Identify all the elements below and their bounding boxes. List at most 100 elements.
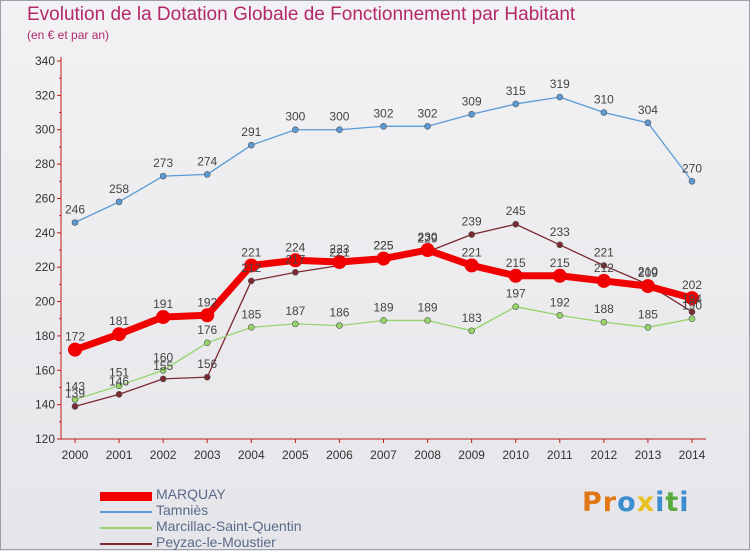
- data-point: [203, 171, 211, 178]
- data-label: 225: [373, 239, 393, 253]
- data-point: [644, 119, 652, 127]
- data-point: [71, 403, 79, 410]
- data-point: [688, 308, 696, 316]
- data-point: [292, 269, 299, 276]
- x-tick-label: 2012: [591, 448, 618, 462]
- data-label: 223: [329, 242, 349, 256]
- data-point: [247, 277, 255, 285]
- x-tick-label: 2002: [150, 448, 177, 462]
- data-label: 221: [594, 245, 614, 259]
- x-tick-label: 2011: [547, 448, 573, 462]
- data-point: [200, 308, 215, 323]
- data-point: [556, 311, 564, 319]
- data-point: [247, 141, 255, 149]
- data-label: 270: [682, 161, 702, 175]
- data-point: [644, 324, 652, 331]
- logo-letter: P: [582, 487, 603, 518]
- data-label: 185: [638, 307, 658, 321]
- data-label: 176: [197, 323, 217, 337]
- data-label: 273: [153, 156, 173, 170]
- x-tick-label: 2010: [502, 448, 529, 462]
- x-tick-label: 2013: [635, 448, 662, 462]
- data-label: 246: [65, 203, 85, 217]
- y-tick-label: 240: [35, 226, 55, 240]
- data-label: 143: [65, 379, 85, 393]
- data-point: [332, 255, 347, 270]
- data-label: 291: [241, 125, 261, 139]
- data-point: [596, 273, 611, 288]
- line-chart: 120 140 160 180 200 220 240 260 280 300 320 340 2000…: [35, 54, 706, 462]
- data-label: 188: [594, 302, 614, 316]
- data-label: 315: [506, 84, 526, 98]
- data-point: [68, 342, 82, 357]
- legend-label: MARQUAY: [156, 486, 226, 502]
- data-point: [292, 320, 299, 328]
- x-tick-label: 2007: [370, 448, 397, 462]
- data-label: 183: [462, 311, 482, 325]
- data-point: [424, 317, 431, 324]
- data-label: 156: [197, 357, 217, 371]
- data-point: [71, 219, 79, 226]
- data-label: 187: [285, 304, 305, 318]
- legend-swatch: [100, 491, 152, 501]
- data-label: 172: [65, 330, 85, 344]
- legend-swatch: [100, 511, 152, 513]
- data-point: [552, 268, 567, 283]
- data-label: 245: [506, 204, 526, 218]
- data-label: 189: [418, 300, 438, 314]
- data-point: [159, 375, 167, 383]
- data-label: 229: [418, 232, 438, 246]
- data-point: [112, 327, 127, 342]
- x-tick-label: 2008: [414, 448, 441, 462]
- data-label: 233: [550, 225, 570, 239]
- data-label: 155: [153, 359, 173, 373]
- legend-swatch: [100, 543, 152, 545]
- legend-label: Tamniès: [156, 502, 209, 518]
- data-point: [640, 279, 655, 294]
- data-point: [688, 315, 696, 323]
- data-label: 192: [197, 295, 217, 309]
- data-label: 302: [373, 106, 393, 120]
- logo-letter: x: [636, 487, 656, 518]
- y-tick-label: 320: [35, 88, 55, 102]
- data-label: 146: [109, 374, 129, 388]
- data-label: 202: [682, 278, 702, 292]
- proxiti-logo: Proxiti: [582, 487, 690, 518]
- data-label: 215: [506, 256, 526, 270]
- data-point: [688, 177, 696, 185]
- data-label: 225: [373, 239, 393, 253]
- data-point: [292, 126, 299, 134]
- data-label: 186: [329, 306, 349, 320]
- data-label: 230: [418, 230, 438, 244]
- data-label: 197: [506, 287, 526, 301]
- data-label: 139: [65, 386, 85, 400]
- data-point: [376, 251, 391, 266]
- data-label: 151: [109, 366, 129, 380]
- data-point: [380, 122, 387, 130]
- x-tick-label: 2000: [62, 448, 89, 462]
- y-tick-label: 300: [35, 123, 55, 137]
- data-point: [600, 318, 608, 326]
- legend-label: Peyzac-le-Moustier: [156, 534, 276, 550]
- legend-label: Marcillac-Saint-Quentin: [156, 518, 302, 534]
- data-label: 300: [285, 110, 305, 124]
- data-point: [380, 317, 387, 324]
- data-point: [600, 262, 608, 269]
- data-label: 224: [285, 240, 305, 254]
- data-point: [508, 268, 523, 283]
- data-label: 300: [329, 110, 349, 124]
- data-label: 160: [153, 350, 173, 364]
- data-label: 310: [594, 93, 614, 107]
- logo-letter: t: [665, 487, 680, 518]
- x-tick-label: 2004: [238, 448, 265, 462]
- data-label: 190: [682, 299, 702, 313]
- data-point: [464, 258, 479, 273]
- logo-letter: i: [679, 487, 690, 518]
- data-point: [424, 122, 431, 130]
- data-point: [288, 253, 303, 268]
- y-tick-label: 160: [35, 363, 55, 377]
- data-label: 258: [109, 182, 129, 196]
- x-tick-label: 2009: [458, 448, 485, 462]
- data-point: [512, 100, 520, 108]
- data-point: [556, 241, 564, 249]
